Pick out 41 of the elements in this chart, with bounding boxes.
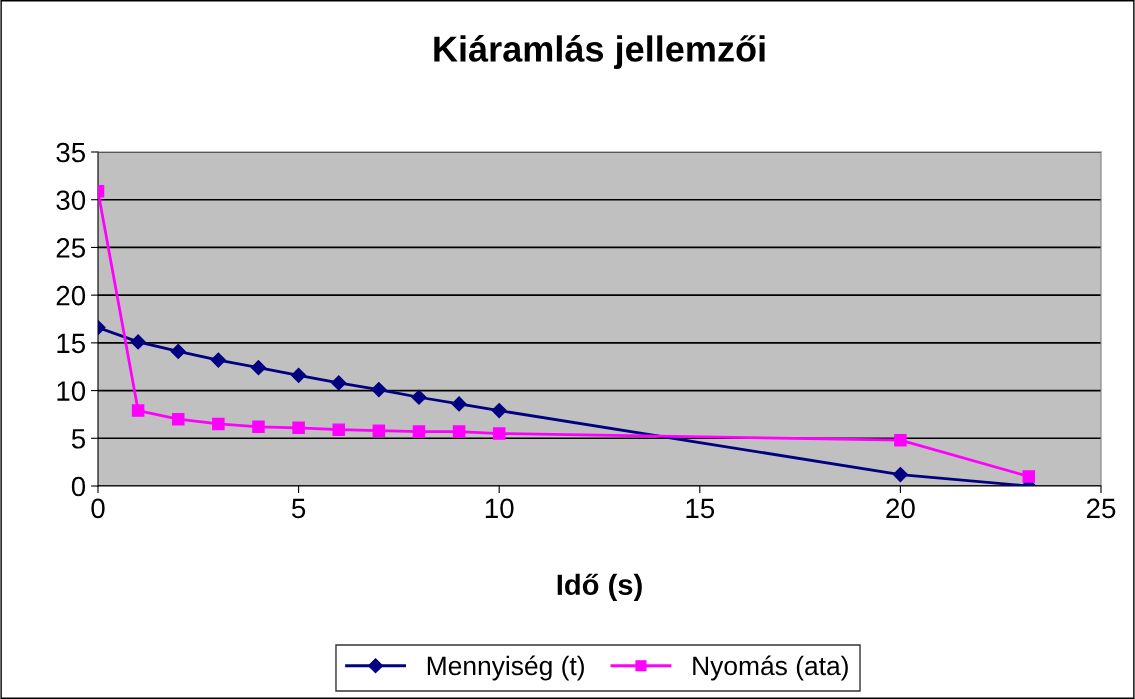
y-tick-label: 20 <box>56 285 86 306</box>
legend-label: Nyomás (ata) <box>693 655 848 681</box>
point <box>331 375 347 391</box>
y-tick-label: 5 <box>71 429 86 449</box>
point <box>412 425 426 438</box>
y-tick-label: 25 <box>56 238 86 258</box>
point <box>1022 470 1036 483</box>
x-tick-label: 25 <box>1086 498 1116 519</box>
x-tick-label: 15 <box>686 498 715 519</box>
x-tick-label: 5 <box>291 498 306 519</box>
point <box>292 421 305 435</box>
point <box>291 367 307 383</box>
point <box>212 417 225 431</box>
x-axis-title: Idő (s) <box>557 573 642 601</box>
point <box>491 403 507 419</box>
point <box>210 352 226 368</box>
point <box>131 404 145 417</box>
y-tick-label: 10 <box>57 381 86 401</box>
y-tick-label: 15 <box>57 333 86 354</box>
point <box>411 389 427 405</box>
x-tick-label: 20 <box>886 498 915 519</box>
legend-label: Mennyiség (t) <box>427 655 584 681</box>
point <box>252 420 265 434</box>
point <box>332 423 345 436</box>
x-tick-label: 10 <box>485 498 514 519</box>
point <box>451 396 467 412</box>
chart-title: Kiáramlás jellemzői <box>434 35 765 69</box>
point <box>452 425 466 438</box>
point <box>892 466 908 483</box>
point <box>492 427 506 440</box>
point <box>170 343 186 360</box>
point <box>371 382 387 398</box>
x-tick-label: 0 <box>91 498 105 519</box>
y-tick-label: 35 <box>56 142 86 163</box>
point <box>250 360 267 376</box>
point <box>171 412 185 426</box>
y-tick-label: 0 <box>71 476 86 497</box>
point <box>372 424 386 437</box>
point <box>894 433 907 447</box>
point <box>130 334 146 350</box>
y-tick-label: 30 <box>56 190 86 211</box>
